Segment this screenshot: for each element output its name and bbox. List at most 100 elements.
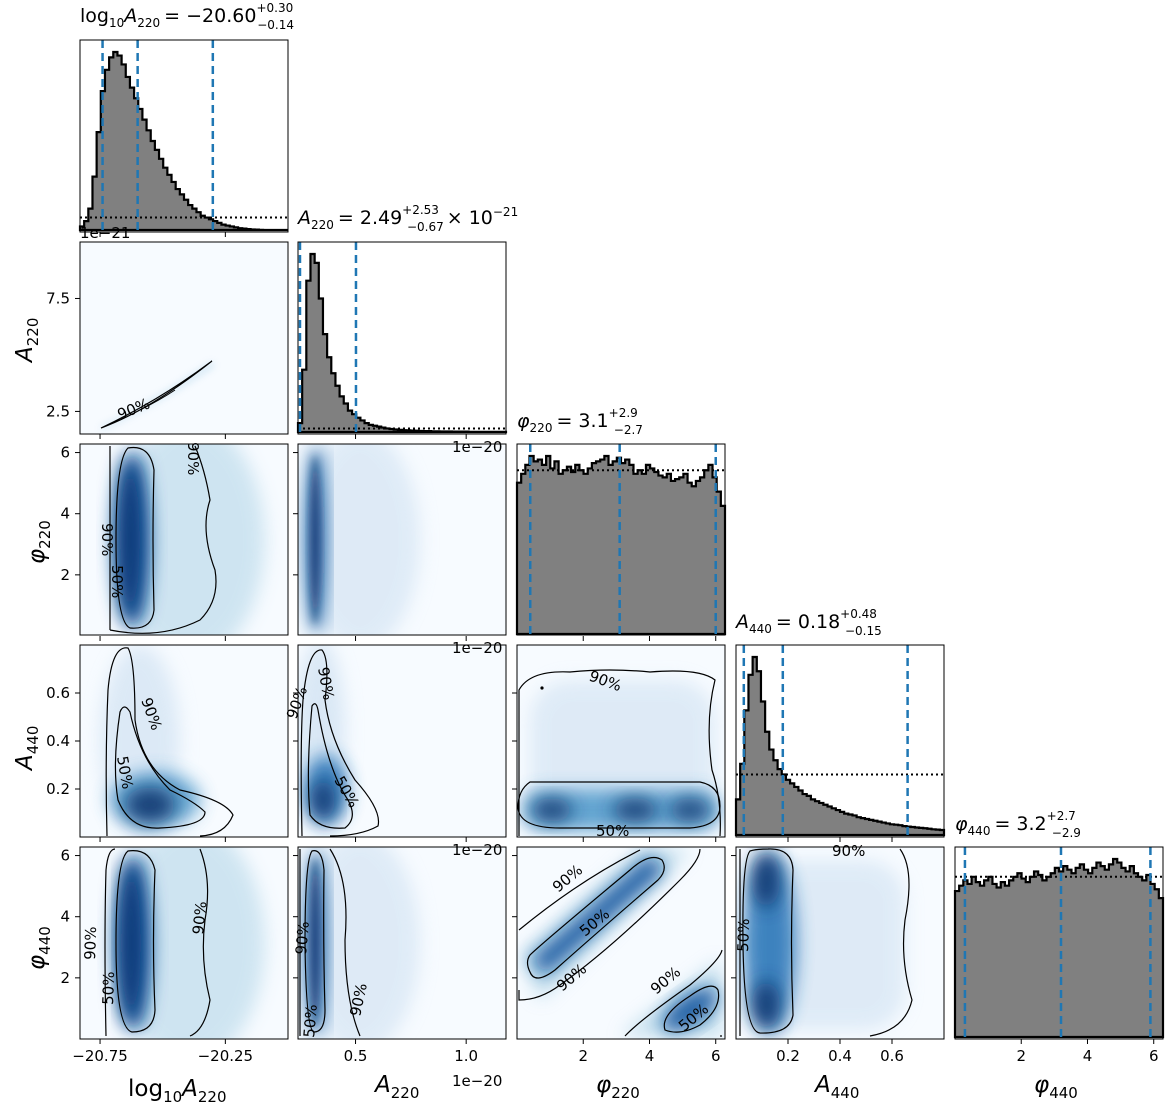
contour-90: [518, 669, 721, 837]
contour-90: [299, 848, 361, 1037]
y-tick-label: 7.5: [46, 289, 70, 307]
y-tick-label: 0.2: [46, 780, 70, 798]
hist-log10_A220: [78, 40, 288, 232]
offset-text-0: 1e−21: [80, 224, 130, 242]
contour-90: [104, 848, 211, 1037]
contour-90: [518, 848, 701, 1001]
y-tick-label: 2.5: [46, 402, 70, 420]
panel-phi440-vs-log10A220: 90% 50% 90%: [80, 847, 288, 1039]
contour-50: [115, 850, 156, 1033]
panel-A440-vs-phi220: 90% 50%: [517, 645, 725, 840]
titles: log10A220 = −20.60+0.30 −0.14 A220 = 2.49+2…: [80, 1, 1081, 840]
x-tick-label: 6: [1149, 1047, 1159, 1065]
panel-phi220-vs-A220: [298, 444, 506, 635]
hist-A440: [734, 645, 946, 837]
xlabel-phi440: φ440: [1034, 1072, 1078, 1102]
title-phi440: φ440 = 3.2+2.7 −2.9: [955, 809, 1081, 840]
x-tick-label: 0.2: [776, 1047, 800, 1065]
contour-90: [109, 445, 217, 634]
frame-1-1: [297, 241, 507, 435]
offset-text-3: 1e−20: [452, 841, 502, 859]
x-tick-label: 0.4: [828, 1047, 852, 1065]
frame-4-0: [79, 846, 289, 1040]
y-tick-label: 6: [60, 847, 70, 865]
x-tick-label: 0.6: [880, 1047, 904, 1065]
contour-label-90: 90%: [832, 842, 865, 860]
frame-2-1: [297, 443, 507, 636]
contour-50: [663, 985, 720, 1033]
contour-50: [742, 848, 794, 1034]
contour-label-90: 90%: [81, 926, 100, 960]
hist-A220: [283, 242, 508, 434]
contour-label-90: 90%: [98, 523, 116, 556]
hist-phi220: [515, 444, 727, 636]
offset-texts: 1e−21 1e−20 1e−20 1e−20 1e−20: [80, 224, 502, 1090]
contour-label-50: 50%: [99, 971, 118, 1005]
contour-label-50: 50%: [108, 565, 126, 598]
panel-phi440-vs-phi220: 90% 50% 90% 90% 50%: [517, 847, 725, 1039]
ylabel-phi440: φ440: [24, 926, 54, 970]
contour-label-50: 50%: [596, 822, 629, 840]
x-tick-label: −20.25: [198, 1047, 254, 1065]
frame-4-4: [954, 846, 1164, 1040]
contour-label-90: 90%: [189, 900, 210, 935]
contour-90: [300, 649, 380, 837]
panel-A440-vs-log10A220: 50% 90%: [80, 645, 288, 837]
title-log10A220: log10A220 = −20.60+0.30 −0.14: [80, 1, 294, 32]
y-tick-label: 4: [60, 908, 70, 926]
offset-text-4: 1e−20: [452, 1072, 502, 1090]
x-tick-label: 6: [711, 1047, 721, 1065]
y-tick-label: 4: [60, 505, 70, 523]
y-tick-label: 2: [60, 969, 70, 987]
y-tick-label: 2: [60, 566, 70, 584]
x-tick-label: 4: [1083, 1047, 1093, 1065]
xlabel-A440: A440: [813, 1072, 859, 1102]
offset-text-1: 1e−20: [452, 438, 502, 456]
contour-label-50: 50%: [734, 918, 753, 952]
contour-50: [526, 857, 665, 979]
x-tick-label: 1.0: [454, 1047, 478, 1065]
contour-label-90: 90%: [184, 442, 202, 475]
y-tick-label: 0.6: [46, 684, 70, 702]
contour-label-90: 90%: [292, 921, 313, 956]
contour-label-90: 90%: [314, 666, 338, 702]
panel-phi220-vs-log10A220: 50% 90% 90%: [80, 442, 288, 635]
x-tick-label: 2: [1016, 1047, 1026, 1065]
panel-phi440-vs-A220: 90% 50% 90%: [292, 847, 506, 1039]
hist-phi440: [953, 847, 1165, 1039]
hist-bars-phi440: [953, 857, 1165, 1039]
x-tick-label: 0.5: [344, 1047, 368, 1065]
x-tick-label: 2: [578, 1047, 588, 1065]
title-A220: A220 = 2.49+2.53 −0.67 × 10−21: [296, 203, 518, 234]
title-phi220: φ220 = 3.1+2.9 −2.7: [517, 406, 643, 437]
contour-90: [624, 949, 723, 1037]
frame-4-2: [516, 846, 726, 1040]
frame-1-0: [79, 241, 289, 435]
contour-90: [100, 360, 213, 429]
hist-bars-A440: [734, 655, 946, 837]
title-A440: A440 = 0.18+0.48 −0.15: [734, 607, 882, 638]
contour-90: [739, 848, 913, 1037]
panel-A440-vs-A220: 90% 90% 50%: [283, 645, 506, 837]
contour-label-50: 50%: [113, 755, 137, 791]
y-tick-label: 6: [60, 444, 70, 462]
x-axis-labels: log10A220 A220 φ220 A440 φ440: [128, 1072, 1078, 1106]
contour-50: [307, 703, 353, 829]
frame-4-1: [297, 846, 507, 1040]
contour-50: [517, 781, 721, 829]
contour-50: [304, 850, 326, 1033]
y-tick-label: 0.4: [46, 732, 70, 750]
hist-bars-A220: [296, 252, 508, 434]
hist-bars-log10_A220: [78, 50, 288, 232]
ylabel-A440: A440: [12, 726, 42, 772]
xlabel-A220: A220: [373, 1072, 419, 1102]
contour-50: [139, 389, 176, 411]
hist-bars-phi220: [515, 454, 727, 636]
y-axis-labels: A220 φ220 A440 φ440: [12, 318, 54, 970]
offset-text-2: 1e−20: [452, 639, 502, 657]
xlabel-log10A220: log10A220: [128, 1076, 227, 1106]
xlabel-phi220: φ220: [596, 1072, 640, 1102]
contour-90: [105, 647, 234, 837]
ylabel-phi220: φ220: [24, 520, 54, 564]
frame-0-0: [79, 39, 289, 233]
